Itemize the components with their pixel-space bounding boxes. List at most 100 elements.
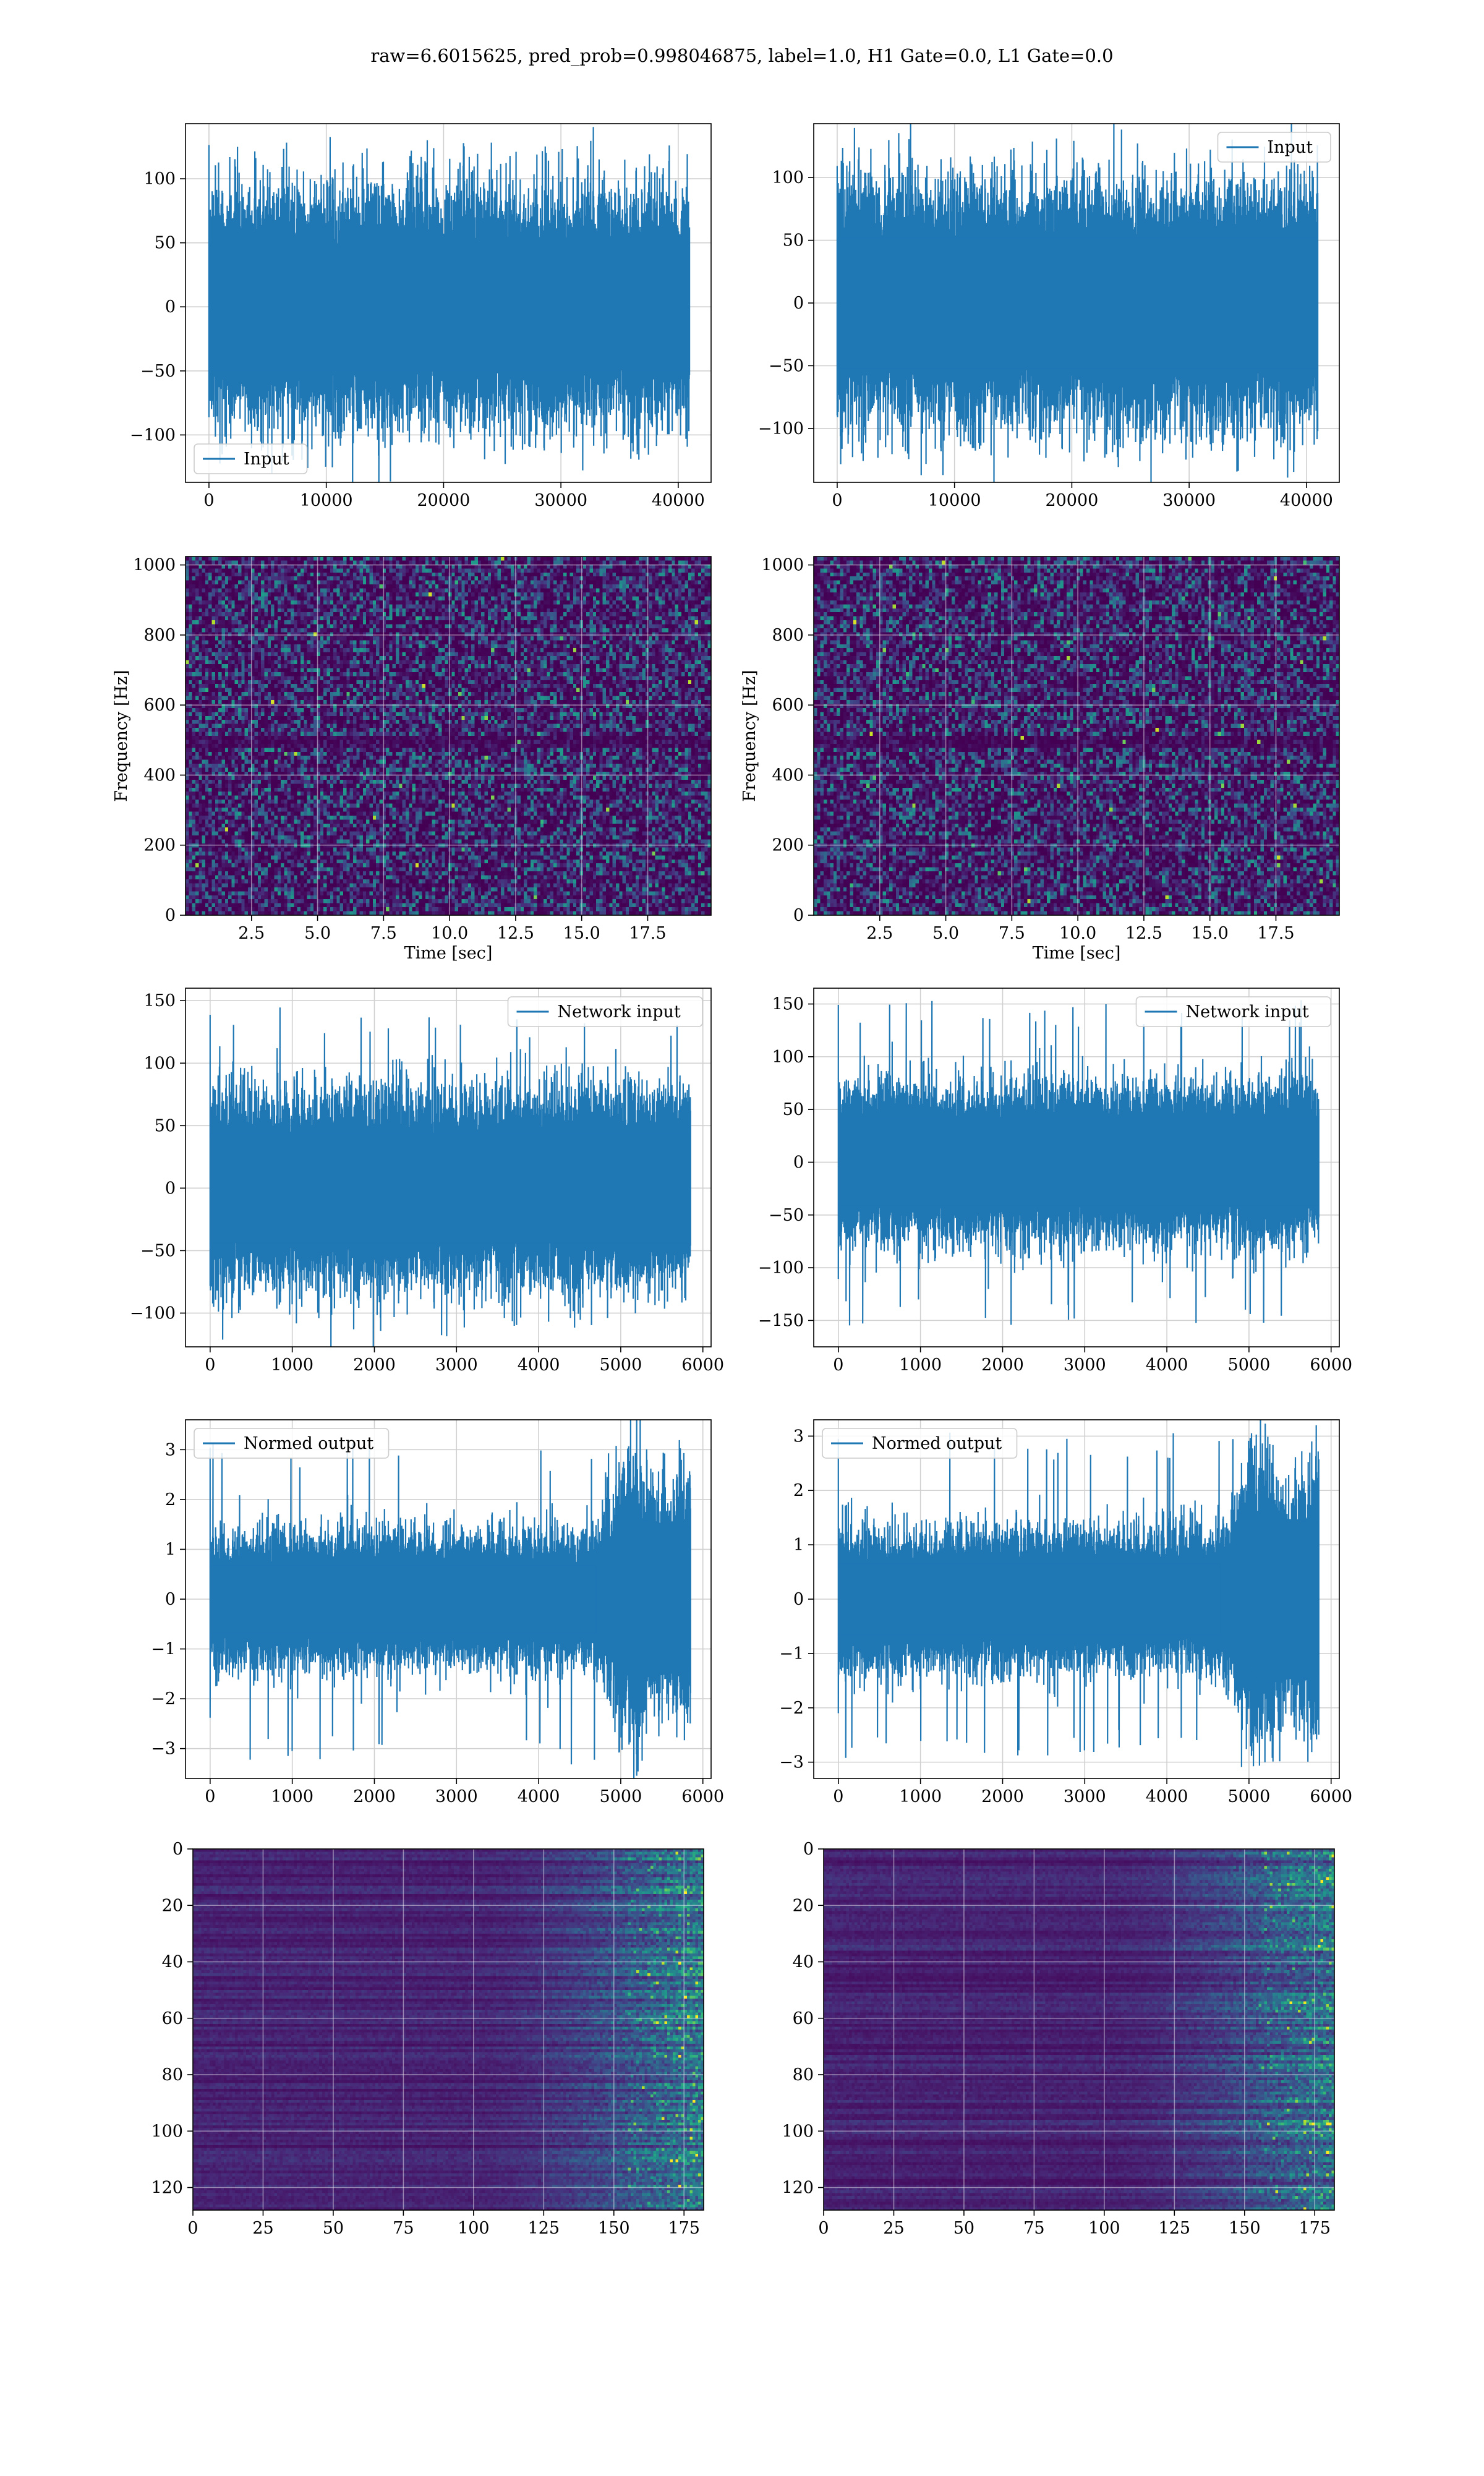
y-tick-label: 0: [165, 297, 176, 317]
h1-spectrogram-frame: [185, 556, 712, 916]
x-tick-label: 0: [203, 491, 214, 510]
y-tick-label: 50: [783, 1100, 804, 1119]
y-tick-label: 50: [155, 234, 176, 253]
x-tick-label: 4000: [518, 1787, 560, 1806]
y-tick-label: 0: [793, 1590, 804, 1609]
x-tick-label: 0: [818, 2219, 829, 2238]
x-tick-label: 30000: [534, 491, 587, 510]
x-tick-label: 17.5: [1257, 924, 1294, 943]
l1-spectrogram-image: [814, 557, 1339, 915]
l1-feature-map-image: [824, 1849, 1334, 2210]
x-tick-label: 7.5: [370, 924, 397, 943]
x-tick-label: 50: [953, 2219, 974, 2238]
y-tick-label: −150: [758, 1311, 804, 1330]
y-tick-label: 0: [803, 1840, 814, 1859]
y-tick-label: 50: [783, 231, 804, 250]
l1-network-input-axes: 0 1000 2000 3000 4000 5000 6000 −150 −100 −50 0 50 1…: [758, 988, 1352, 1375]
x-tick-label: 5000: [1228, 1355, 1271, 1375]
y-tick-label: −50: [140, 362, 176, 381]
l1-input-series-band: [837, 237, 1318, 369]
y-tick-label: 1000: [133, 556, 176, 575]
y-tick-label: 1000: [761, 556, 804, 575]
y-tick-label: 50: [155, 1116, 176, 1135]
h1-feature-map-axes: 0 25 50 75 100 125 150 175 0 20 40 60 80 100 120: [151, 1840, 704, 2238]
y-tick-label: −50: [769, 356, 804, 375]
x-tick-label: 2000: [353, 1787, 396, 1806]
x-tick-label: 6000: [681, 1787, 724, 1806]
y-tick-label: 2: [165, 1490, 176, 1509]
legend-label: Input: [244, 450, 289, 469]
l1-normed-output-legend: Normed output: [822, 1428, 1018, 1459]
l1-input-legend: Input: [1217, 132, 1331, 163]
y-tick-label: 1: [793, 1535, 804, 1555]
y-tick-label: 0: [165, 906, 176, 925]
legend-label: Normed output: [244, 1434, 373, 1453]
h1-spectrogram-axes: 2.5 5.0 7.5 10.0 12.5 15.0 17.5 0 200 400 600 800 10…: [112, 556, 712, 963]
x-tick-label: 15.0: [563, 924, 600, 943]
y-tick-label: 400: [143, 766, 176, 785]
x-tick-label: 6000: [681, 1355, 724, 1375]
y-tick-label: 800: [143, 626, 176, 645]
h1-feature-map-frame: [192, 1848, 704, 2211]
axes-layer: 0 10000 20000 30000 40000−100−50050100Input0…: [112, 123, 1352, 2238]
h1-network-input-frame: [185, 988, 712, 1347]
x-tick-label: 3000: [435, 1787, 478, 1806]
x-tick-label: 150: [598, 2219, 630, 2238]
y-tick-label: 0: [793, 294, 804, 313]
x-tick-label: 125: [1159, 2219, 1191, 2238]
x-tick-label: 1000: [899, 1787, 942, 1806]
y-tick-label: 100: [772, 168, 804, 187]
x-tick-label: 100: [458, 2219, 490, 2238]
y-tick-label: −50: [140, 1241, 176, 1260]
x-tick-label: 7.5: [999, 924, 1025, 943]
h1-spectrogram-ylabel: Frequency [Hz]: [112, 670, 131, 801]
legend-label: Network input: [558, 1002, 681, 1022]
y-tick-label: −100: [758, 1258, 804, 1278]
x-tick-label: 5000: [600, 1787, 642, 1806]
l1-feature-map-frame: [823, 1848, 1335, 2211]
y-tick-label: 40: [793, 1953, 814, 1972]
y-tick-label: 20: [162, 1896, 183, 1915]
x-tick-label: 175: [668, 2219, 700, 2238]
x-tick-label: 50: [323, 2219, 344, 2238]
y-tick-label: 0: [793, 906, 804, 925]
y-tick-label: 40: [162, 1953, 183, 1972]
x-tick-label: 4000: [1146, 1787, 1188, 1806]
y-tick-label: 150: [143, 991, 176, 1010]
x-tick-label: 5.0: [304, 924, 331, 943]
x-tick-label: 2000: [981, 1787, 1024, 1806]
x-tick-label: 30000: [1162, 491, 1216, 510]
y-tick-label: −2: [779, 1699, 804, 1718]
x-tick-label: 75: [1023, 2219, 1044, 2238]
x-tick-label: 6000: [1310, 1787, 1352, 1806]
legend-label: Network input: [1186, 1002, 1309, 1022]
y-tick-label: −1: [779, 1644, 804, 1663]
y-tick-label: 0: [165, 1590, 176, 1609]
h1-input-frame: [185, 123, 712, 483]
h1-spectrogram-xlabel: Time [sec]: [404, 944, 493, 963]
x-tick-label: 10000: [300, 491, 353, 510]
x-tick-label: 0: [205, 1355, 215, 1375]
x-tick-label: 17.5: [629, 924, 666, 943]
x-tick-label: 2000: [981, 1355, 1024, 1375]
x-tick-label: 1000: [271, 1787, 313, 1806]
y-tick-label: 120: [151, 2179, 183, 2198]
l1-feature-map-axes: 0 25 50 75 100 125 150 175 0 20 40 60 80 100 120: [782, 1840, 1335, 2238]
x-tick-label: 75: [393, 2219, 414, 2238]
y-tick-label: 0: [165, 1179, 176, 1198]
y-tick-label: 400: [772, 766, 804, 785]
y-tick-label: 200: [772, 836, 804, 855]
x-tick-label: 3000: [435, 1355, 478, 1375]
y-tick-label: 120: [782, 2179, 814, 2198]
x-tick-label: 175: [1298, 2219, 1331, 2238]
x-tick-label: 0: [205, 1787, 215, 1806]
figure-title: raw=6.6015625, pred_prob=0.998046875, la…: [370, 45, 1113, 67]
y-tick-label: 0: [793, 1153, 804, 1172]
y-tick-label: 100: [782, 2122, 814, 2141]
y-tick-label: −2: [151, 1689, 176, 1709]
x-tick-label: 5000: [1228, 1787, 1271, 1806]
x-tick-label: 25: [883, 2219, 904, 2238]
y-tick-label: −100: [758, 419, 804, 438]
